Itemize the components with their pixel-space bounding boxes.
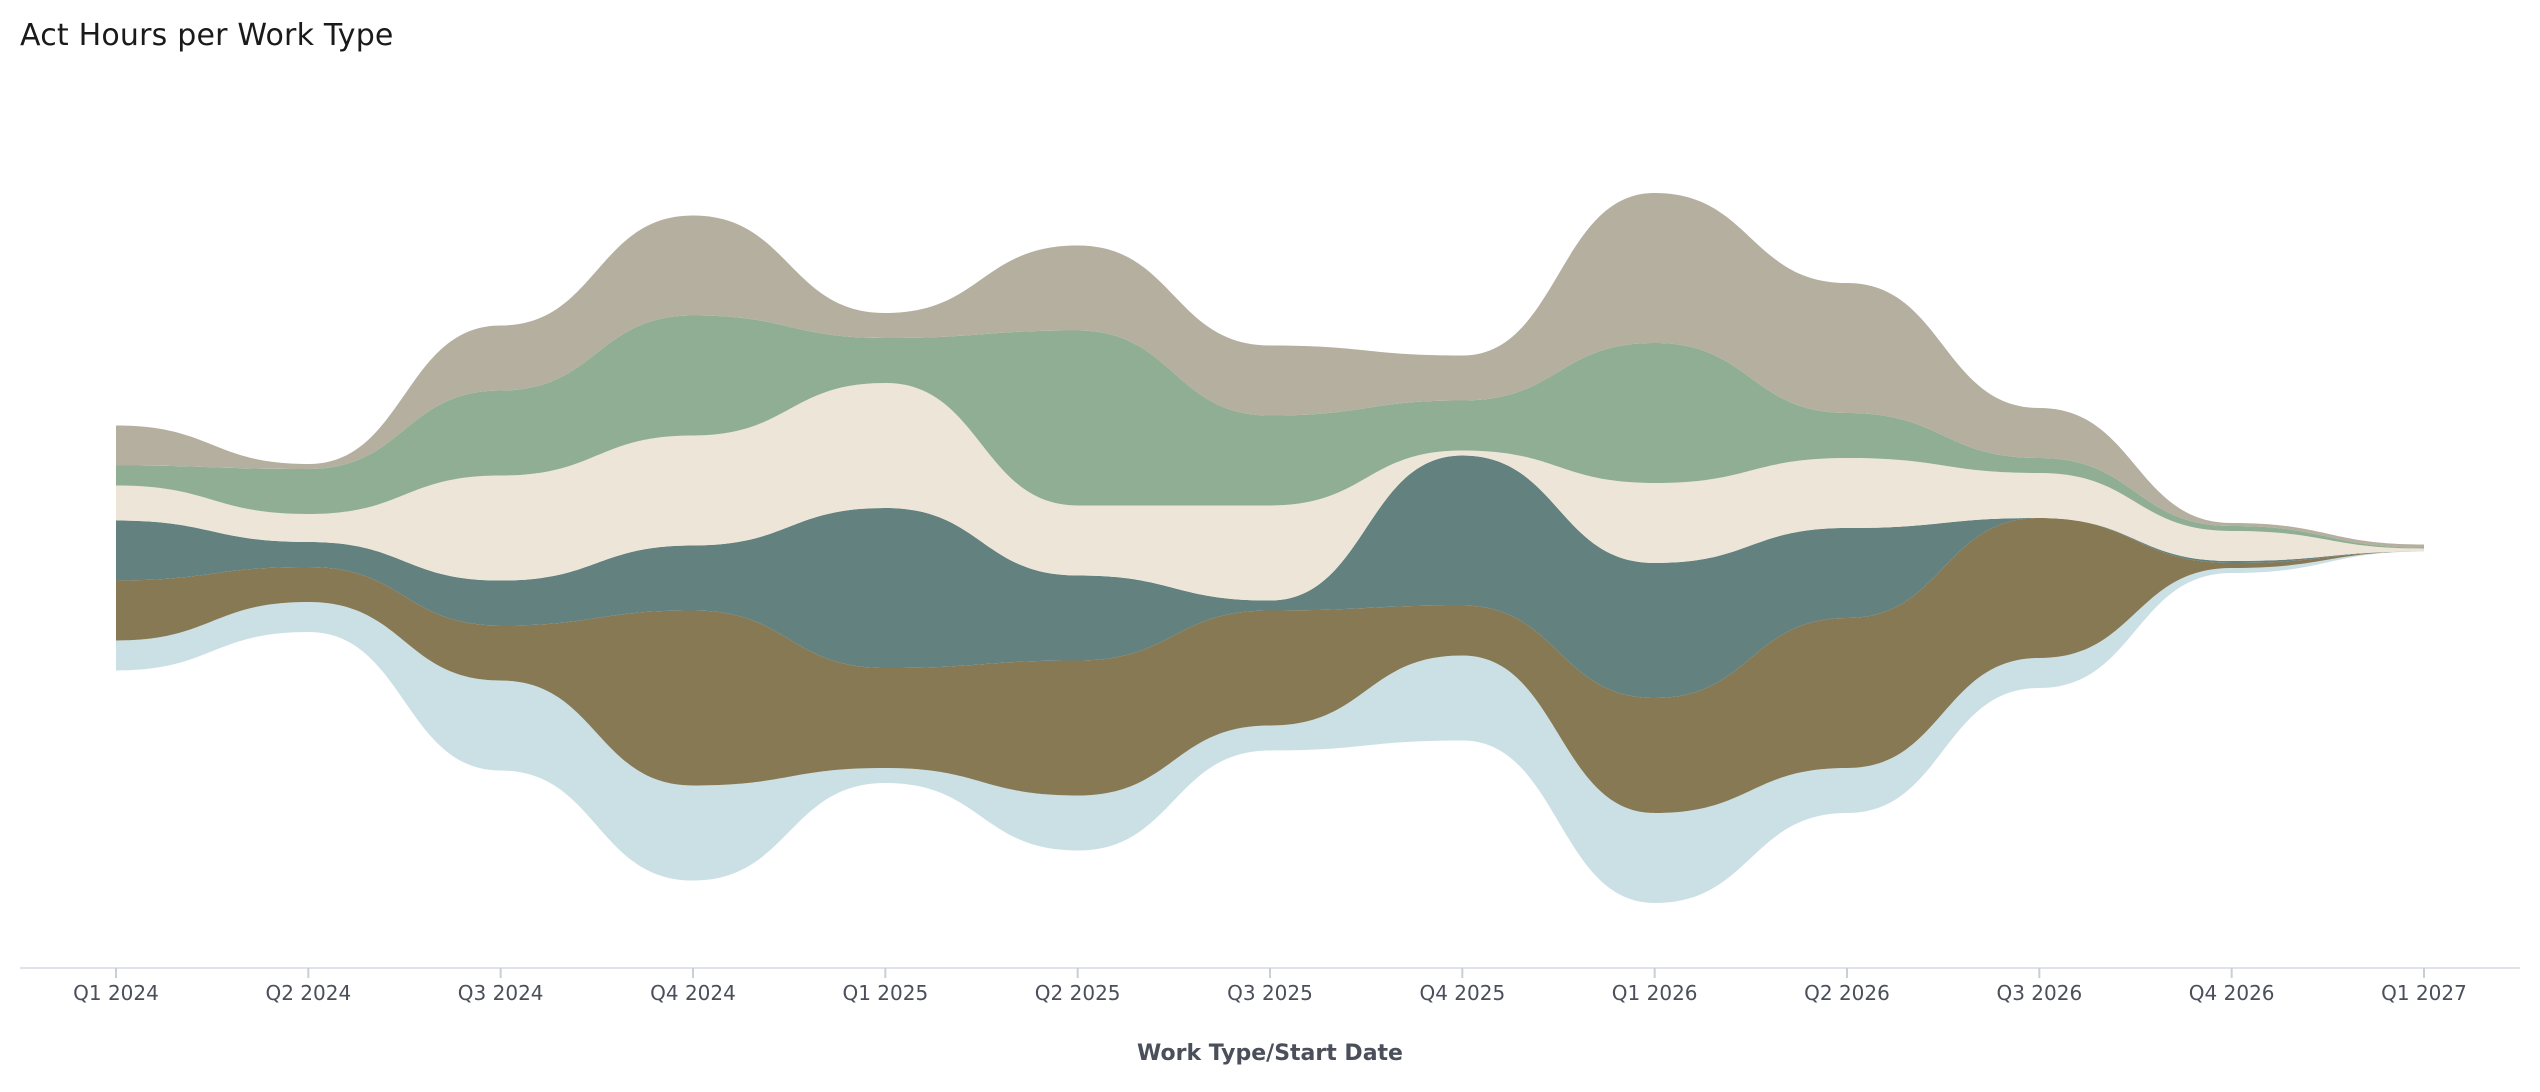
x-tick-label: Q3 2024 bbox=[458, 981, 544, 1005]
x-tick-label: Q1 2027 bbox=[2381, 981, 2467, 1005]
x-tick-label: Q3 2025 bbox=[1227, 981, 1313, 1005]
stream-layer-5[interactable] bbox=[116, 315, 2424, 549]
stream-layers bbox=[116, 193, 2424, 903]
stream-layer-6[interactable] bbox=[116, 193, 2424, 548]
stream-layer-2[interactable] bbox=[116, 518, 2424, 813]
x-tick-label: Q1 2024 bbox=[73, 981, 159, 1005]
stream-layer-1[interactable] bbox=[116, 551, 2424, 904]
x-tick-label: Q1 2026 bbox=[1612, 981, 1698, 1005]
x-tick-label: Q2 2025 bbox=[1035, 981, 1121, 1005]
x-tick-label: Q4 2026 bbox=[2189, 981, 2275, 1005]
x-tick-label: Q2 2024 bbox=[265, 981, 351, 1005]
x-tick-label: Q1 2025 bbox=[842, 981, 928, 1005]
stream-layer-3[interactable] bbox=[116, 455, 2424, 699]
x-tick-label: Q3 2026 bbox=[1996, 981, 2082, 1005]
x-axis-title: Work Type/Start Date bbox=[1137, 1041, 1403, 1066]
x-tick-label: Q4 2025 bbox=[1419, 981, 1505, 1005]
stream-layer-4[interactable] bbox=[116, 383, 2424, 601]
x-axis-ticks: Q1 2024 Q2 2024 Q3 2024 Q4 2024 Q1 2025 Q2 20… bbox=[73, 968, 2467, 1005]
x-tick-label: Q4 2024 bbox=[650, 981, 736, 1005]
x-tick-label: Q2 2026 bbox=[1804, 981, 1890, 1005]
chart-title: Act Hours per Work Type bbox=[20, 18, 394, 53]
